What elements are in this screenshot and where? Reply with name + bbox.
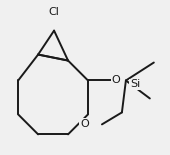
Text: Si: Si (130, 80, 140, 89)
Text: O: O (112, 75, 120, 86)
Text: O: O (80, 119, 89, 129)
Text: Cl: Cl (49, 7, 60, 17)
